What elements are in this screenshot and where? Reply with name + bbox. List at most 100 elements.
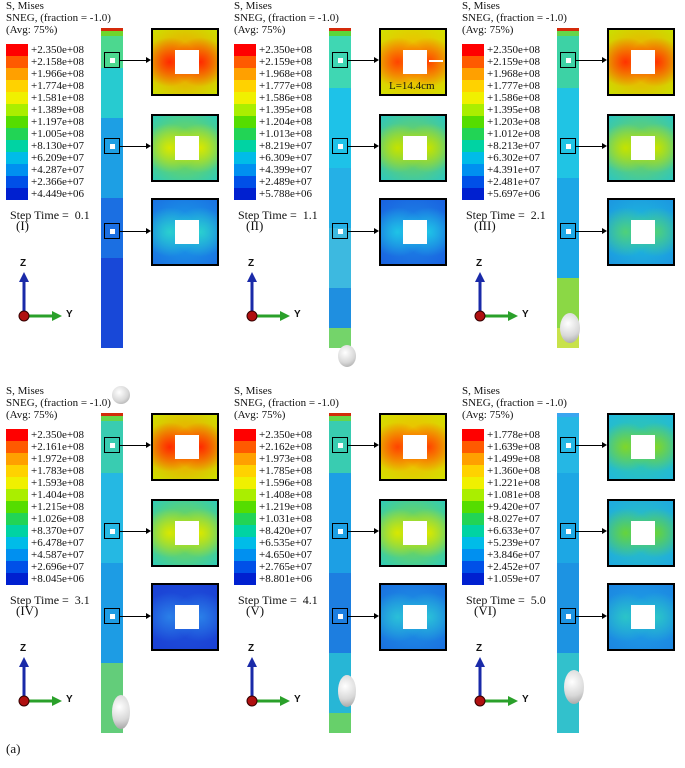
projectile-ball [112,386,130,404]
legend-value: +4.650e+07 [259,549,313,561]
axis-y-label: Y [522,309,529,320]
pipe-column [557,28,579,348]
legend-swatch [462,80,484,92]
zoom-hole [403,435,427,459]
legend-row: +1.785e+08 [234,465,312,477]
sample-marker [332,223,348,239]
legend-header-line1: S, Mises [234,385,272,397]
arrow-line [348,60,374,61]
contour-panel-1: S, Mises SNEG, (fraction = -1.0) (Avg: 75%… [6,0,234,383]
legend-row: +4.449e+06 [6,188,84,200]
legend-swatch [6,429,28,441]
legend-swatch [234,429,256,441]
legend-value: +2.696e+07 [31,561,85,573]
legend-row: +4.287e+07 [6,164,84,176]
step-time-value: 4.1 [302,593,318,607]
zoom-hole [403,50,427,74]
legend-row: +1.204e+08 [234,116,312,128]
legend-row: +6.478e+07 [6,537,84,549]
legend-header-line3: (Avg: 75%) [6,409,58,421]
legend-row: +9.420e+07 [462,501,540,513]
legend-row: +2.350e+08 [234,429,312,441]
legend-value: +2.159e+08 [487,56,541,68]
legend-swatch [462,477,484,489]
legend-row: +8.219e+07 [234,140,312,152]
sample-marker [104,52,120,68]
axis-triad-graphic [474,657,518,707]
legend-swatch [6,525,28,537]
arrow-line [120,531,146,532]
legend-value: +8.130e+07 [31,140,85,152]
legend-swatch [234,164,256,176]
legend-swatch [462,513,484,525]
zoom-detail [379,198,447,266]
step-time: Step Time = 1.1 [238,208,318,223]
arrow-line [348,146,374,147]
legend-swatch [6,44,28,56]
legend-swatch [234,525,256,537]
legend-swatch [234,128,256,140]
axis-y-label: Y [522,694,529,705]
sample-point [110,614,115,619]
legend-row: +2.489e+07 [234,176,312,188]
legend-swatch [234,537,256,549]
legend-header-line3: (Avg: 75%) [234,409,286,421]
arrow-head [602,528,607,534]
legend-swatch [462,489,484,501]
legend-row: +2.696e+07 [6,561,84,573]
legend-row: +8.420e+07 [234,525,312,537]
arrow-line [576,531,602,532]
legend-value: +1.777e+08 [259,80,313,92]
legend-swatch [462,104,484,116]
zoom-hole [175,435,199,459]
legend-header-line1: S, Mises [6,385,44,397]
arrow-head [374,613,379,619]
sample-point [110,144,115,149]
legend-value: +8.801e+06 [259,573,313,585]
legend-header-line1: S, Mises [234,0,272,12]
arrow-head [146,528,151,534]
legend-value: +1.215e+08 [31,501,85,513]
legend-row: +8.801e+06 [234,573,312,585]
sample-marker [104,223,120,239]
legend-swatch [234,573,256,585]
legend-row: +1.081e+08 [462,489,540,501]
arrow-line [348,616,374,617]
legend-header-line1: S, Mises [462,385,500,397]
legend-value: +2.350e+08 [31,44,85,56]
step-time-value: 2.1 [530,208,546,222]
legend-value: +1.774e+08 [31,80,85,92]
legend-row: +1.395e+08 [234,104,312,116]
step-time: Step Time = 0.1 [10,208,90,223]
legend-swatch [462,501,484,513]
legend-value: +1.026e+08 [31,513,85,525]
legend-swatch [6,537,28,549]
legend-header-line2: SNEG, (fraction = -1.0) [462,12,567,24]
sample-point [566,529,571,534]
zoom-detail [607,499,675,567]
arrow-line [348,531,374,532]
legend-swatch [6,465,28,477]
legend-swatch [6,176,28,188]
legend-swatch [6,513,28,525]
legend-swatch [234,152,256,164]
sample-marker [104,437,120,453]
arrow-head [602,228,607,234]
contour-panel-3: S, Mises SNEG, (fraction = -1.0) (Avg: 75%… [462,0,685,383]
width-arrow [429,60,443,62]
legend-row: +1.219e+08 [234,501,312,513]
legend-value: +4.399e+07 [259,164,313,176]
sample-point [338,229,343,234]
legend-row: +1.012e+08 [462,128,540,140]
sample-point [110,58,115,63]
legend-header: S, Mises SNEG, (fraction = -1.0) (Avg: 75%… [234,385,339,421]
panel-label: (V) [246,603,265,618]
legend-row: +1.013e+08 [234,128,312,140]
legend-swatch [6,92,28,104]
legend-swatch [462,573,484,585]
legend-value: +6.309e+07 [259,152,313,164]
legend-value: +1.966e+08 [31,68,85,80]
